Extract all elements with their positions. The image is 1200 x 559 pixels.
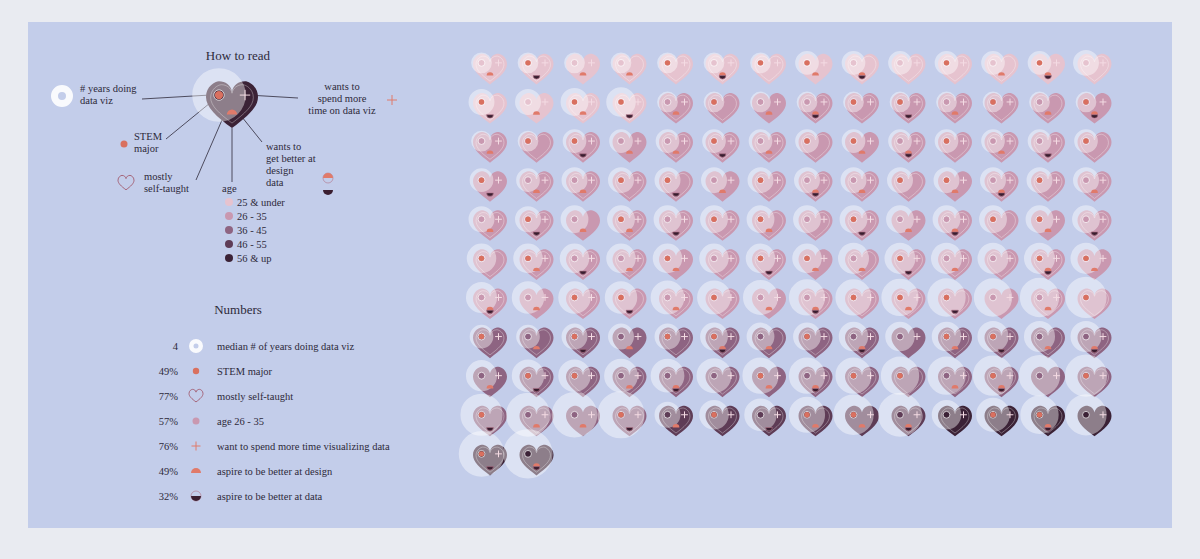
svg-text:77%: 77% xyxy=(159,391,179,402)
svg-text:How to read: How to read xyxy=(206,48,271,63)
svg-text:wants tospend moretime on data: wants tospend moretime on data viz xyxy=(308,81,376,116)
svg-text:age 26 - 35: age 26 - 35 xyxy=(217,416,264,427)
svg-text:median # of years doing data v: median # of years doing data viz xyxy=(217,341,354,352)
svg-text:aspire to be better at data: aspire to be better at data xyxy=(217,491,323,502)
svg-text:aspire to be better at design: aspire to be better at design xyxy=(217,466,333,477)
svg-text:want to spend more time visual: want to spend more time visualizing data xyxy=(217,441,390,452)
svg-text:mostly self-taught: mostly self-taught xyxy=(217,391,293,402)
svg-text:56 & up: 56 & up xyxy=(237,253,271,264)
svg-text:26 - 35: 26 - 35 xyxy=(237,211,267,222)
svg-text:4: 4 xyxy=(173,341,179,352)
svg-text:32%: 32% xyxy=(159,491,179,502)
svg-text:36 - 45: 36 - 45 xyxy=(237,225,267,236)
svg-text:46 - 55: 46 - 55 xyxy=(237,239,267,250)
svg-text:Numbers: Numbers xyxy=(214,302,262,317)
svg-text:76%: 76% xyxy=(159,441,179,452)
svg-text:STEMmajor: STEMmajor xyxy=(134,131,163,154)
svg-text:49%: 49% xyxy=(159,466,179,477)
svg-text:age: age xyxy=(222,183,237,194)
svg-text:wants toget better atdesigndat: wants toget better atdesigndata xyxy=(266,141,316,188)
svg-text:STEM major: STEM major xyxy=(217,366,273,377)
svg-text:# years doingdata viz: # years doingdata viz xyxy=(80,83,137,106)
svg-text:57%: 57% xyxy=(159,416,179,427)
svg-text:25 & under: 25 & under xyxy=(237,197,285,208)
svg-text:49%: 49% xyxy=(159,366,179,377)
svg-text:mostlyself-taught: mostlyself-taught xyxy=(144,171,189,194)
